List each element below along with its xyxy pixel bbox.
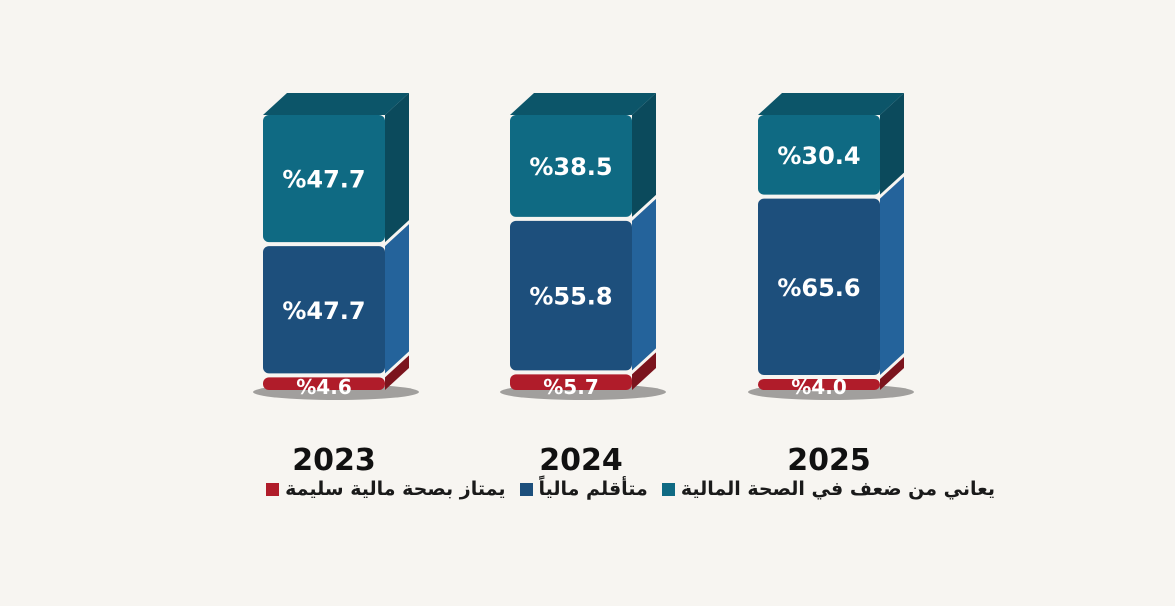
bar-segment-top bbox=[263, 93, 409, 115]
x-tick-label: 2025 bbox=[787, 443, 871, 478]
bar-segment-side bbox=[880, 357, 904, 390]
bar-segment-top bbox=[758, 93, 904, 115]
legend-label: يعاني من ضعف في الصحة المالية bbox=[680, 478, 995, 500]
legend-item-0: يعاني من ضعف في الصحة المالية bbox=[661, 478, 995, 500]
bar-segment bbox=[758, 198, 880, 375]
bar-segment-side bbox=[880, 93, 904, 195]
data-label: %4.6 bbox=[296, 375, 351, 399]
legend-item-1: متأقلم مالياً bbox=[519, 478, 648, 500]
bar-segment bbox=[758, 115, 880, 195]
bar-segment-top bbox=[510, 93, 656, 115]
bar-segment bbox=[263, 246, 385, 374]
bar-segment-side bbox=[632, 93, 656, 217]
bar-segment-side bbox=[880, 176, 904, 375]
data-label: %55.8 bbox=[529, 283, 612, 311]
data-label: %4.0 bbox=[791, 375, 846, 399]
bar-segment-side bbox=[385, 93, 409, 243]
legend-swatch bbox=[519, 482, 533, 496]
bar-segment bbox=[758, 379, 880, 390]
bar-segment-side bbox=[385, 355, 409, 390]
x-tick-label: 2024 bbox=[539, 443, 623, 478]
data-label: %47.7 bbox=[282, 297, 365, 325]
data-label: %65.6 bbox=[777, 274, 860, 302]
bar-segment-side bbox=[632, 198, 656, 371]
bar-segment bbox=[263, 115, 385, 243]
legend: يعاني من ضعف في الصحة المالية متأقلم مال… bbox=[266, 478, 995, 500]
data-label: %38.5 bbox=[529, 153, 612, 181]
bar-segment bbox=[510, 374, 632, 390]
legend-item-2: يمتاز بصحة مالية سليمة bbox=[266, 478, 506, 500]
bar-segment-side bbox=[632, 352, 656, 390]
data-label: %30.4 bbox=[777, 142, 860, 170]
legend-swatch bbox=[661, 482, 675, 496]
x-tick-label: 2023 bbox=[292, 443, 376, 478]
legend-label: يمتاز بصحة مالية سليمة bbox=[285, 478, 506, 500]
legend-label: متأقلم مالياً bbox=[538, 478, 648, 500]
bar-segment-side bbox=[385, 224, 409, 374]
data-label: %5.7 bbox=[543, 375, 598, 399]
bar-segment bbox=[510, 220, 632, 371]
legend-swatch bbox=[266, 482, 280, 496]
data-label: %47.7 bbox=[282, 166, 365, 194]
bar-segment bbox=[263, 377, 385, 390]
bar-segment bbox=[510, 115, 632, 217]
